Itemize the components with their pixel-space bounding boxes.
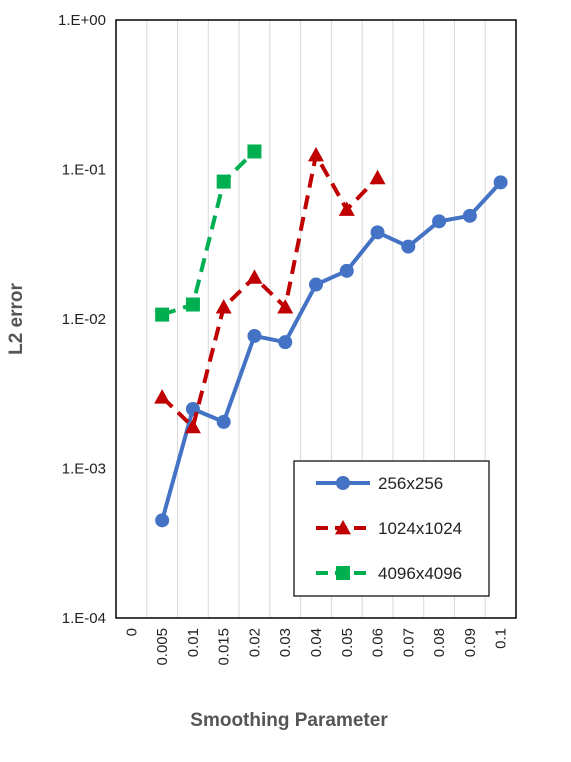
x-tick-label: 0.04 — [308, 628, 325, 657]
data-point — [370, 225, 385, 240]
data-point — [277, 299, 294, 314]
x-tick-label: 0.03 — [277, 628, 294, 657]
data-point — [216, 414, 231, 429]
series-1024x1024 — [154, 147, 386, 434]
data-point — [309, 277, 323, 292]
y-tick-label: 1.E-04 — [62, 610, 106, 627]
legend-marker — [336, 566, 350, 580]
legend-item: 1024x1024 — [316, 519, 462, 538]
legend-label: 4096x4096 — [378, 564, 462, 583]
x-tick-label: 0.015 — [216, 628, 233, 666]
data-point — [369, 169, 386, 185]
data-point — [184, 418, 201, 434]
x-tick-label: 0.005 — [154, 628, 171, 666]
y-tick-label: 1.E-01 — [62, 162, 106, 179]
legend-marker — [336, 476, 350, 490]
legend-marker — [335, 520, 351, 535]
data-point — [215, 299, 232, 314]
data-point — [216, 174, 231, 189]
data-point — [401, 239, 416, 254]
x-axis-ticks: 0 0.005 0.01 0.015 0.02 0.03 0.04 0.05 0.06 0.07 0… — [123, 628, 509, 666]
data-point — [247, 144, 262, 159]
data-point — [185, 297, 200, 312]
x-tick-label: 0.09 — [462, 628, 479, 657]
data-point — [338, 201, 355, 216]
data-point — [154, 389, 171, 404]
data-point — [308, 147, 324, 162]
x-tick-label: 0.05 — [339, 628, 356, 657]
x-tick-label: 0.1 — [493, 628, 510, 649]
y-tick-label: 1.E-03 — [62, 461, 106, 478]
data-point — [247, 328, 262, 343]
legend-item: 4096x4096 — [316, 564, 462, 583]
data-point — [462, 208, 477, 223]
data-point — [155, 307, 170, 322]
x-tick-label: 0.01 — [185, 628, 202, 657]
y-axis-label: L2 error — [6, 282, 27, 354]
data-point — [155, 513, 170, 528]
series-line — [160, 153, 379, 429]
x-tick-label: 0.08 — [431, 628, 448, 657]
x-tick-label: 0.02 — [246, 628, 263, 657]
series-4096x4096 — [155, 144, 262, 322]
y-tick-label: 1.E+00 — [58, 12, 106, 29]
x-tick-label: 0 — [123, 628, 140, 636]
data-point — [246, 269, 263, 284]
legend-label: 256x256 — [378, 474, 443, 493]
y-tick-label: 1.E-02 — [62, 311, 106, 328]
legend: 256x256 1024x1024 4096x4096 — [293, 460, 490, 597]
series-line — [161, 150, 256, 317]
data-point — [339, 263, 354, 278]
data-point — [278, 335, 293, 350]
plot-area-border — [115, 19, 517, 619]
x-tick-label: 0.07 — [400, 628, 417, 657]
y-axis-ticks: 1.E+00 1.E-01 1.E-02 1.E-03 1.E-04 — [58, 12, 106, 627]
legend-label: 1024x1024 — [378, 519, 462, 538]
data-point — [432, 214, 447, 229]
series-layer — [154, 144, 508, 528]
x-axis-label: Smoothing Parameter — [190, 710, 388, 731]
data-point — [493, 175, 508, 190]
legend-item: 256x256 — [316, 474, 443, 493]
x-tick-label: 0.06 — [370, 628, 387, 657]
